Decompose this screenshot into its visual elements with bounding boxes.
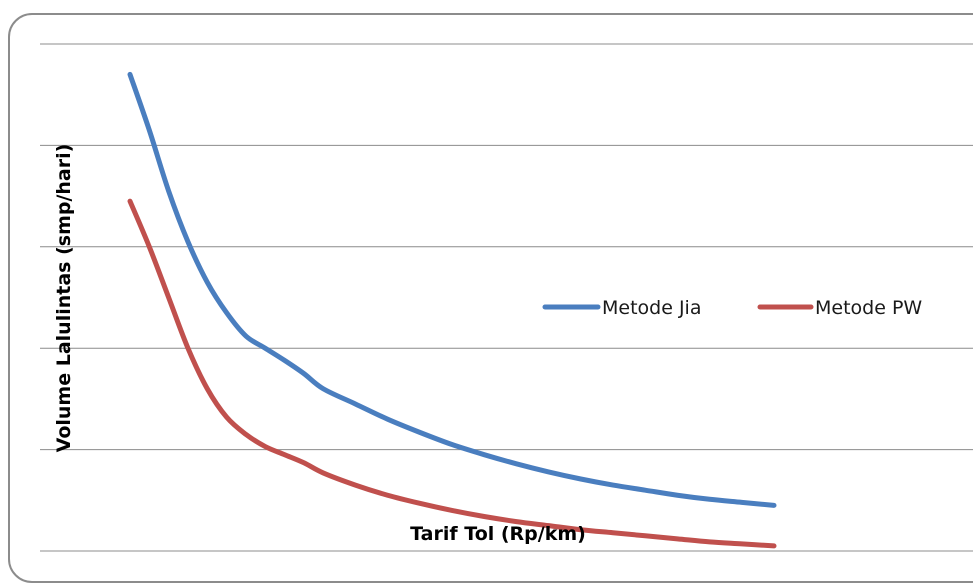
series-layer xyxy=(127,71,777,549)
series-line-metode-pw xyxy=(127,198,777,549)
x-axis-label: Tarif Tol (Rp/km) xyxy=(410,523,586,545)
legend-label-metode-pw: Metode PW xyxy=(815,297,922,319)
legend-label-metode-jia: Metode Jia xyxy=(602,297,701,319)
legend: Metode Jia Metode PW xyxy=(542,297,922,319)
gridlines xyxy=(40,43,973,552)
y-axis-label: Volume Lalulintas (smp/hari) xyxy=(53,144,75,453)
series-line-metode-jia xyxy=(127,71,777,508)
